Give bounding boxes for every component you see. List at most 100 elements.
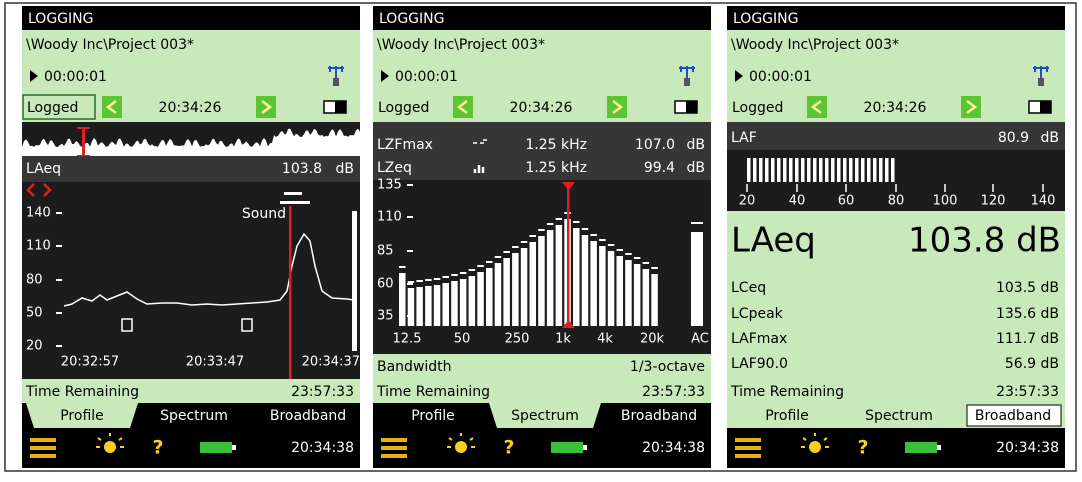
spectrum-bar xyxy=(416,287,423,326)
spectrum-max xyxy=(529,235,536,237)
menu-icon[interactable] xyxy=(381,438,407,442)
footer-value: 23:57:33 xyxy=(996,384,1059,400)
menu-icon[interactable] xyxy=(30,438,56,442)
next-arrow xyxy=(612,100,624,114)
prev-button[interactable] xyxy=(453,96,473,118)
footer-label: Time Remaining xyxy=(376,384,490,400)
log-time: 20:34:26 xyxy=(864,100,927,116)
spectrum-bar xyxy=(642,269,650,326)
prev-button[interactable] xyxy=(807,96,827,118)
cursor-line xyxy=(567,184,570,326)
parameter-name: LAeq xyxy=(26,161,61,177)
sound-icon xyxy=(121,318,133,332)
menu-icon[interactable] xyxy=(735,454,761,458)
tab[interactable]: Profile xyxy=(60,408,104,424)
tab[interactable]: Broadband xyxy=(270,408,346,424)
tab[interactable]: Broadband xyxy=(975,408,1051,424)
display-icon-fill xyxy=(1040,101,1051,113)
tab[interactable]: Profile xyxy=(411,408,455,424)
menu-icon[interactable] xyxy=(381,446,407,450)
light-icon xyxy=(809,441,821,453)
note-icon xyxy=(241,318,253,332)
spectrum-bar xyxy=(607,251,615,326)
menu-icon[interactable] xyxy=(30,454,56,458)
tab[interactable]: Spectrum xyxy=(865,408,933,424)
battery-nub xyxy=(583,445,587,450)
results-area xyxy=(727,211,1065,379)
spectrum-bar xyxy=(407,288,415,326)
y-tick-label: 35 xyxy=(377,309,394,324)
bandwidth-value: 1/3-octave xyxy=(630,359,705,375)
header-bar xyxy=(727,6,1065,30)
meter-row xyxy=(727,122,1065,150)
help-icon[interactable]: ? xyxy=(503,437,514,459)
meter-value: 80.9 xyxy=(998,130,1029,146)
row-name: LZeq xyxy=(377,160,412,176)
menu-icon[interactable] xyxy=(30,446,56,450)
device-screen: LOGGING \Woody Inc\Project 003* 00:00:01 Lo… xyxy=(22,6,360,468)
spectrum-max xyxy=(486,261,493,263)
meter-segment xyxy=(831,158,835,182)
row-unit: dB xyxy=(687,160,706,176)
parameter-rows xyxy=(373,122,711,180)
spectrum-bar xyxy=(633,264,641,326)
spectrum-bar xyxy=(503,258,510,326)
parameter-value: 103.8 xyxy=(282,161,322,177)
tab[interactable]: Profile xyxy=(765,408,809,424)
row-frequency: 1.25 kHz xyxy=(525,137,587,153)
tab[interactable]: Spectrum xyxy=(160,408,228,424)
row-value: 103.5 dB xyxy=(996,280,1059,296)
help-icon[interactable]: ? xyxy=(857,437,868,459)
next-button[interactable] xyxy=(607,96,627,118)
menu-icon[interactable] xyxy=(735,446,761,450)
y-tick-label: 140 xyxy=(26,206,51,221)
x-tick-label: AC xyxy=(691,332,709,347)
meter-segment xyxy=(891,158,895,182)
scale-label: 60 xyxy=(838,194,855,209)
battery-nub xyxy=(232,445,236,450)
tab[interactable]: Broadband xyxy=(621,408,697,424)
next-button[interactable] xyxy=(256,96,276,118)
meter-name: LAF xyxy=(731,130,757,146)
y-tick-label: 135 xyxy=(377,178,402,193)
battery-icon xyxy=(200,442,232,453)
light-icon xyxy=(455,441,467,453)
x-tick-label: 20:32:57 xyxy=(61,355,119,370)
spectrum-bar xyxy=(468,276,476,326)
meter-segment xyxy=(849,158,853,182)
meter-segment xyxy=(789,158,793,182)
status-bar xyxy=(22,428,360,468)
antenna-base xyxy=(684,78,690,86)
tab[interactable]: Spectrum xyxy=(511,408,579,424)
spectrum-max xyxy=(538,229,545,231)
help-icon[interactable]: ? xyxy=(152,437,163,459)
log-time: 20:34:26 xyxy=(159,100,222,116)
meter-segment xyxy=(807,158,811,182)
spectrum-max xyxy=(651,267,658,269)
antenna-icon xyxy=(1033,66,1049,86)
spectrum-bar xyxy=(399,273,406,326)
spectrum-bar xyxy=(651,274,658,326)
spectrum-max xyxy=(442,276,449,278)
scale-label: 140 xyxy=(1031,194,1056,209)
spectrum-bar xyxy=(433,285,441,326)
status-bar xyxy=(373,428,711,468)
menu-icon[interactable] xyxy=(735,438,761,442)
x-tick-label: 20k xyxy=(640,332,665,347)
scroll-arrows xyxy=(26,183,52,197)
row-value: 135.6 dB xyxy=(996,306,1059,322)
antenna-icon xyxy=(328,66,344,86)
header-title: LOGGING xyxy=(733,11,798,27)
spectrum-max xyxy=(642,262,650,264)
prev-button[interactable] xyxy=(102,96,122,118)
spectrum-max xyxy=(494,256,502,258)
display-icon-fill xyxy=(335,101,346,113)
meter-segment xyxy=(801,158,805,182)
log-state: Logged xyxy=(732,100,783,116)
light-rays xyxy=(801,433,829,448)
next-button[interactable] xyxy=(961,96,981,118)
menu-icon[interactable] xyxy=(381,454,407,458)
max-icon xyxy=(473,139,487,144)
next-arrow xyxy=(261,100,273,114)
